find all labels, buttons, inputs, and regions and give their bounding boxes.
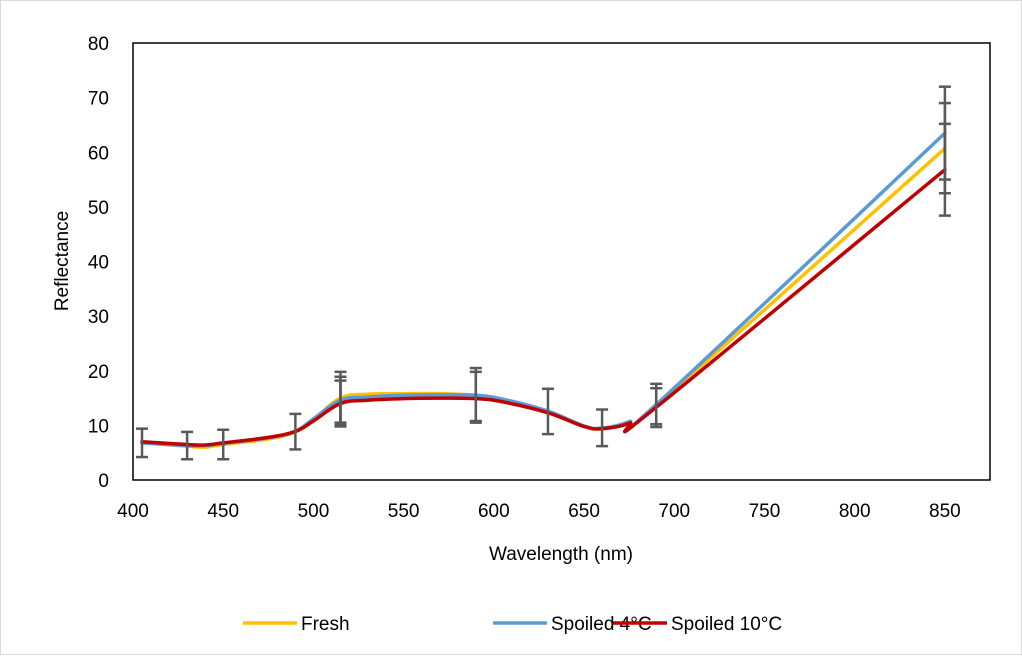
legend: Fresh Spoiled 4°C Spoiled 10°C: [243, 614, 782, 635]
x-tick-label: 650: [568, 501, 600, 522]
legend-label-spoiled-10-c: Spoiled 10°C: [671, 614, 782, 635]
x-axis: 400 450 500 550 600 650 700 750 800 850: [117, 501, 961, 522]
x-tick-label: 400: [117, 501, 149, 522]
x-tick-label: 600: [478, 501, 510, 522]
series-layer: [140, 131, 947, 450]
series-line-fresh: [140, 146, 947, 450]
y-tick-label: 80: [88, 34, 109, 55]
y-tick-label: 0: [98, 471, 109, 492]
x-axis-title: Wavelength (nm): [489, 544, 633, 565]
x-tick-label: 500: [298, 501, 330, 522]
legend-label-spoiled-4-c: Spoiled 4°C: [551, 614, 652, 635]
plot-area-border: [132, 42, 991, 481]
y-tick-label: 10: [88, 416, 109, 437]
legend-label-fresh: Fresh: [301, 614, 350, 635]
y-tick-label: 40: [88, 253, 109, 274]
x-tick-label: 750: [749, 501, 781, 522]
y-tick-label: 30: [88, 307, 109, 328]
y-tick-label: 50: [88, 198, 109, 219]
series-line-spoiled-4-c: [140, 131, 947, 448]
y-axis-title: Reflectance: [52, 211, 73, 311]
x-tick-label: 550: [388, 501, 420, 522]
series-line-spoiled-10-c: [140, 167, 947, 447]
x-tick-label: 450: [207, 501, 239, 522]
x-tick-label: 850: [929, 501, 961, 522]
y-axis: 0 10 20 30 40 50 60 70 80: [88, 34, 109, 492]
error-bar-layer: [136, 85, 951, 461]
x-tick-label: 800: [839, 501, 871, 522]
y-tick-label: 70: [88, 89, 109, 110]
x-tick-label: 700: [658, 501, 690, 522]
y-tick-label: 20: [88, 362, 109, 383]
y-tick-label: 60: [88, 143, 109, 164]
